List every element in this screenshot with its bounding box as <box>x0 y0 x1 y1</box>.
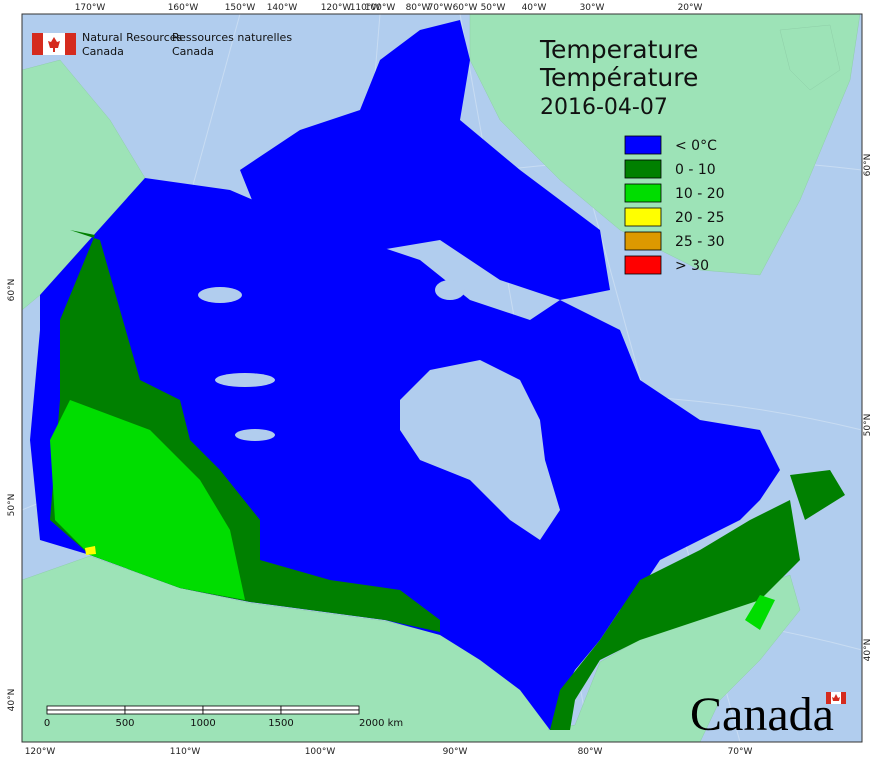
department-french: Ressources naturelles <box>172 31 292 44</box>
legend: < 0°C 0 - 10 10 - 20 20 - 25 25 - 30 > 30 <box>624 135 725 275</box>
longitude-label: 120°W <box>25 747 56 757</box>
wordmark-flag <box>826 692 846 704</box>
legend-label: < 0°C <box>675 138 717 154</box>
foreign-land <box>21 13 861 743</box>
longitude-label: 140°W <box>267 3 298 13</box>
legend-swatch <box>624 183 662 203</box>
map-frame <box>21 13 863 743</box>
latitude-label: 40°N <box>7 689 17 712</box>
lakes <box>198 280 465 441</box>
scale-segment <box>280 709 360 715</box>
longitude-label: 70°W <box>428 3 453 13</box>
longitude-label: 40°W <box>522 3 547 13</box>
zone-0-10-east <box>550 500 800 730</box>
longitude-label: 60°W <box>453 3 478 13</box>
scale-segment <box>202 705 282 711</box>
scale-segment <box>202 709 282 715</box>
scale-label: 0 <box>44 718 50 729</box>
latitude-label: 40°N <box>863 639 873 662</box>
legend-label: 25 - 30 <box>675 234 725 250</box>
scale-segment <box>46 705 126 711</box>
department-english: Natural Resources <box>82 31 183 44</box>
longitude-label: 110°W <box>350 3 381 13</box>
zone-0-10-newfoundland <box>790 470 845 520</box>
temperature-zones <box>30 20 845 730</box>
scale-segment <box>124 709 204 715</box>
legend-swatch <box>624 159 662 179</box>
scale-segment <box>46 709 126 715</box>
department-english: Canada <box>82 45 124 58</box>
scale-label: 2000 km <box>359 718 403 729</box>
hudson-bay <box>400 360 560 540</box>
latitude-label: 50°N <box>7 494 17 517</box>
title: Température <box>539 63 698 92</box>
longitude-label: 100°W <box>305 747 336 757</box>
zone-10-20-west <box>50 400 245 600</box>
zone-20-25-patch <box>85 546 96 555</box>
longitude-label: 20°W <box>678 3 703 13</box>
canada-wordmark: Canada <box>690 688 834 741</box>
longitude-label: 90°W <box>443 747 468 757</box>
latitude-label: 60°N <box>7 279 17 302</box>
longitude-label: 70°W <box>728 747 753 757</box>
scale-label: 500 <box>115 718 134 729</box>
longitude-label: 120°W <box>321 3 352 13</box>
zone-10-20-maritimes <box>745 595 775 630</box>
date: 2016-04-07 <box>540 95 668 120</box>
scale-label: 1500 <box>268 718 293 729</box>
longitude-label: 80°W <box>578 747 603 757</box>
scale-segment <box>280 705 360 711</box>
longitude-label: 30°W <box>580 3 605 13</box>
zone-arctic-islands <box>240 20 610 300</box>
longitude-label: 110°W <box>170 747 201 757</box>
scale-label: 1000 <box>190 718 215 729</box>
latitude-label: 50°N <box>863 414 873 437</box>
legend-swatch <box>624 255 662 275</box>
legend-label: 10 - 20 <box>675 186 725 202</box>
legend-swatch <box>624 207 662 227</box>
legend-swatch <box>624 231 662 251</box>
longitude-label: 50°W <box>481 3 506 13</box>
longitude-label: 160°W <box>168 3 199 13</box>
legend-swatch <box>624 135 662 155</box>
title: Temperature <box>539 35 698 64</box>
nrcan-flag <box>32 33 76 55</box>
scale-bar: 0 500 1000 1500 2000 km <box>44 705 403 729</box>
legend-label: 0 - 10 <box>675 162 716 178</box>
longitude-label: 80°W <box>406 3 431 13</box>
department-french: Canada <box>172 45 214 58</box>
scale-segment <box>124 705 204 711</box>
longitude-label: 150°W <box>225 3 256 13</box>
latitude-label: 60°N <box>863 154 873 177</box>
longitude-label: 100°W <box>365 3 396 13</box>
legend-label: > 30 <box>675 258 709 274</box>
legend-label: 20 - 25 <box>675 210 725 226</box>
longitude-label: 170°W <box>75 3 106 13</box>
